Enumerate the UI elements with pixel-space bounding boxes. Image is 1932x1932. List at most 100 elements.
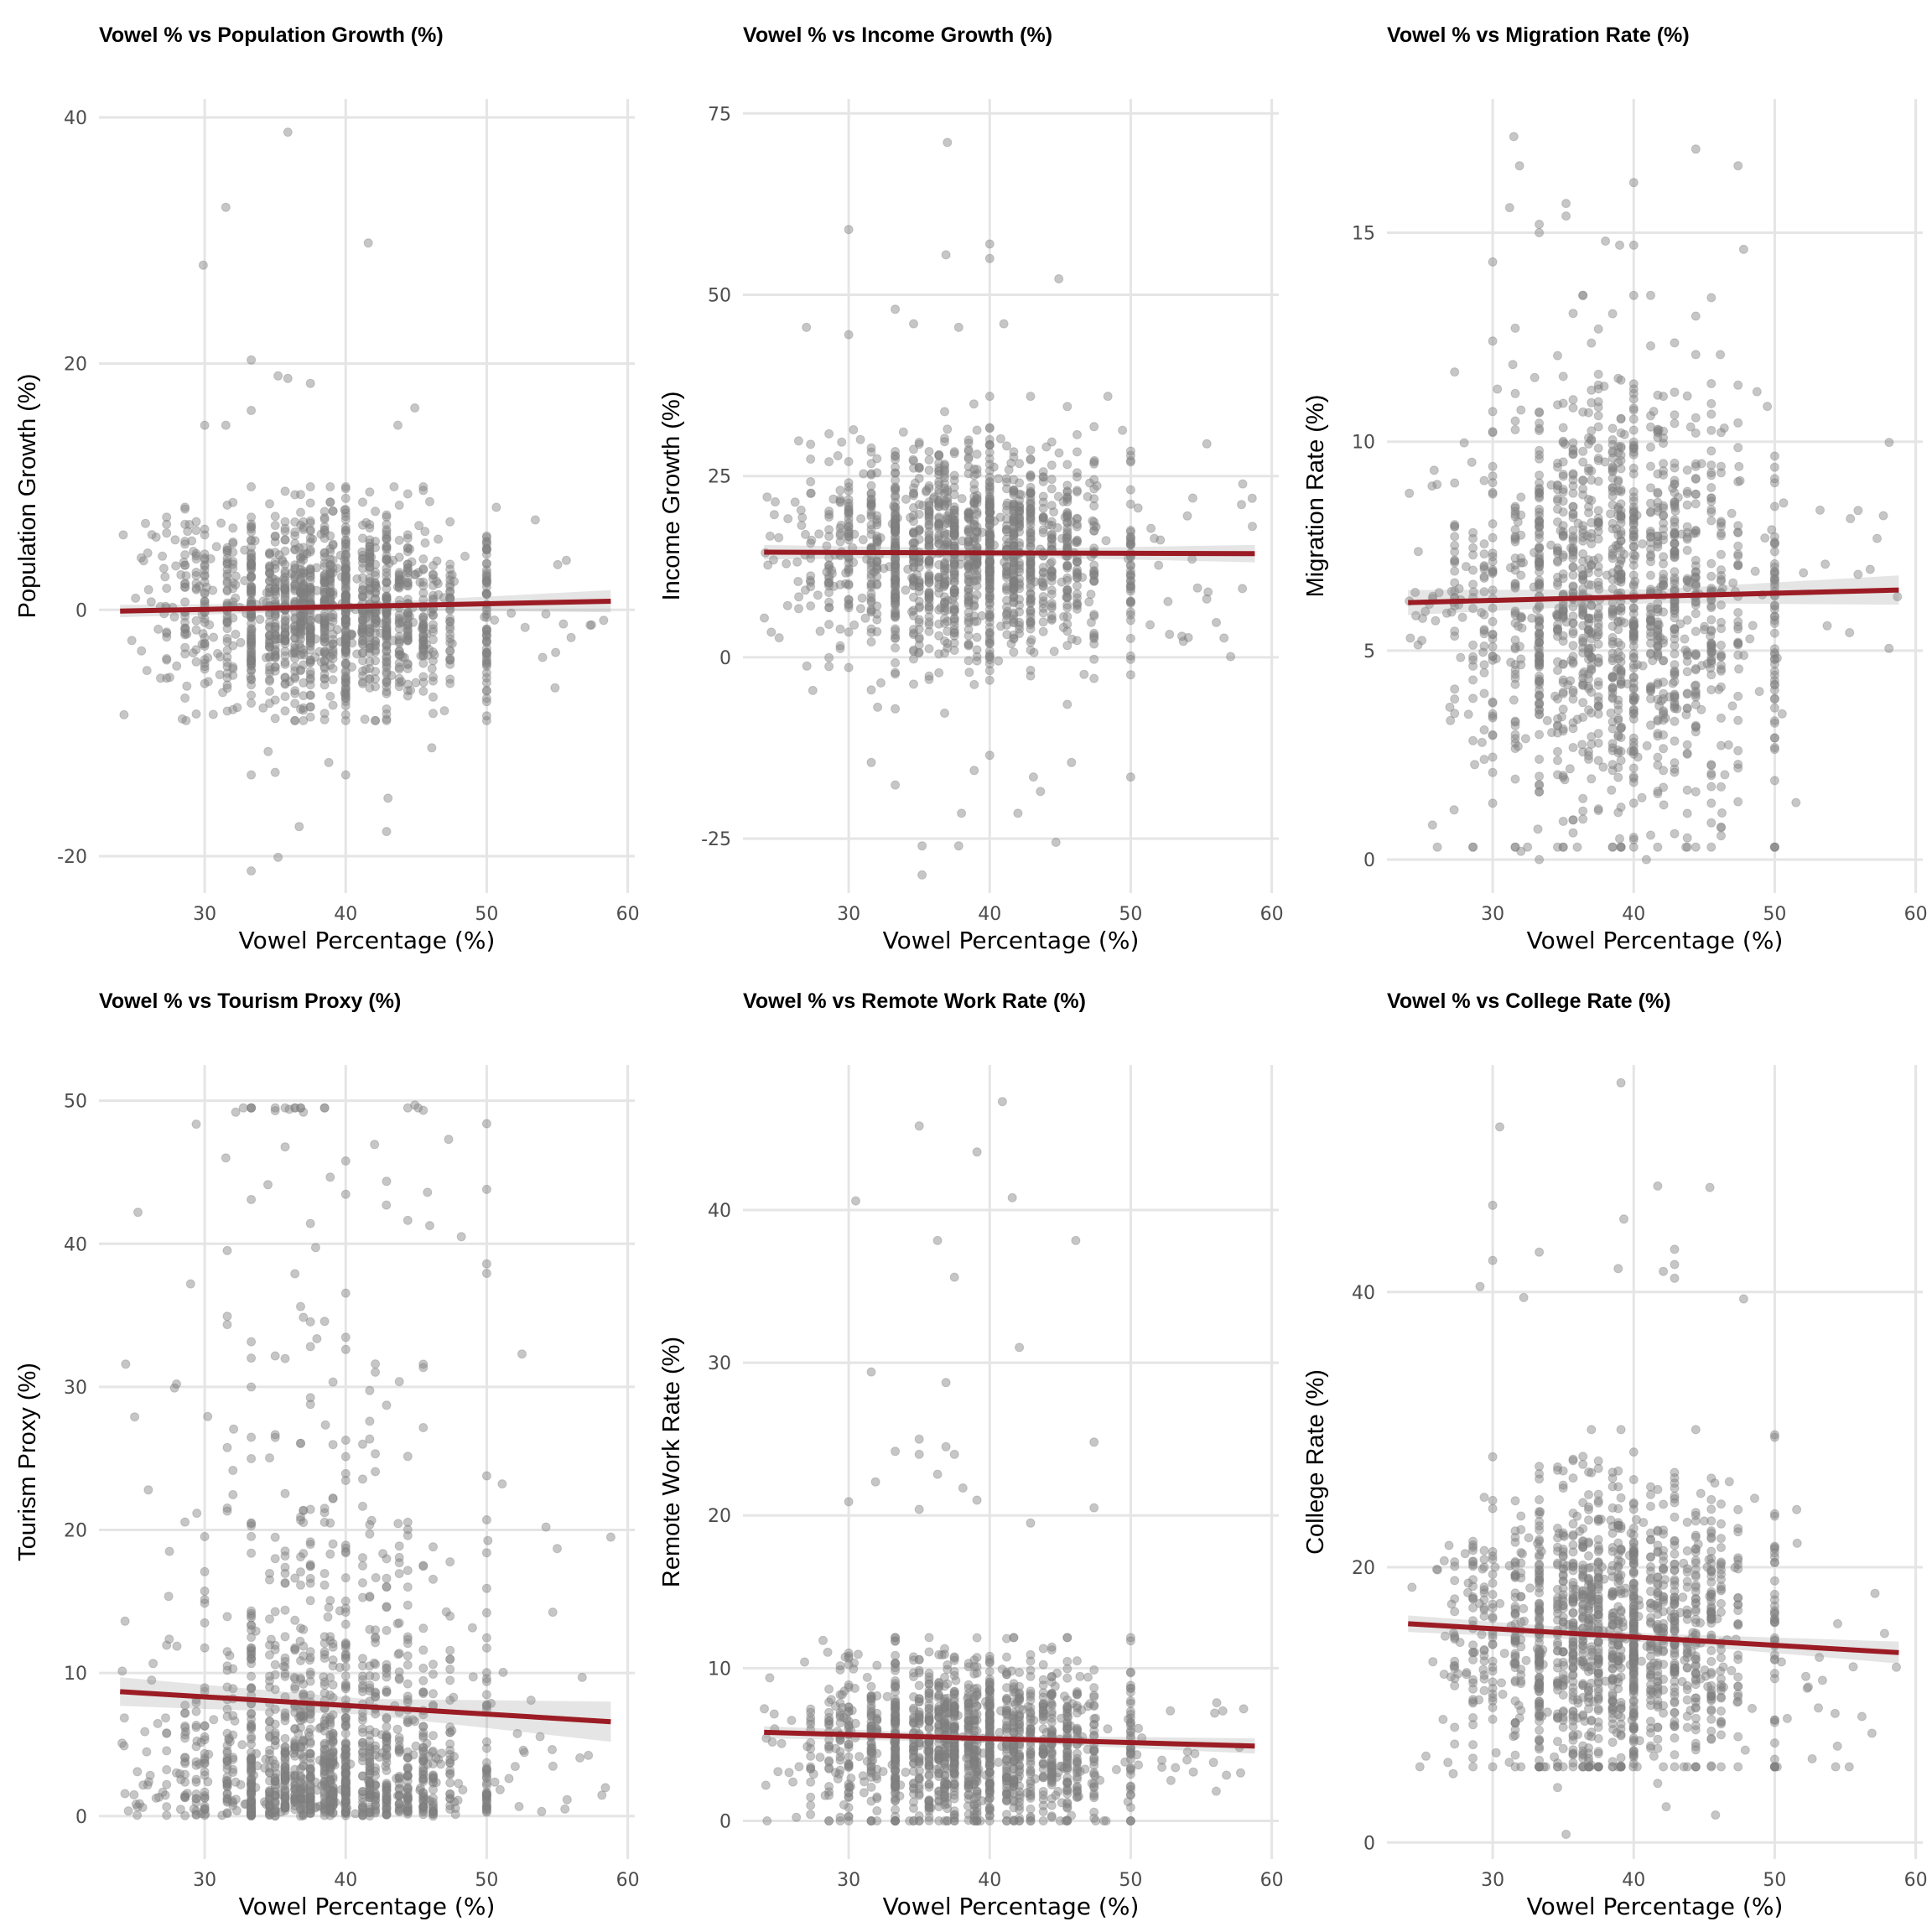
data-point bbox=[394, 662, 404, 673]
data-point bbox=[481, 1802, 491, 1812]
data-point bbox=[228, 559, 238, 569]
data-point bbox=[1614, 559, 1624, 569]
data-point bbox=[382, 555, 392, 565]
data-point bbox=[1702, 659, 1712, 668]
data-point bbox=[1613, 715, 1623, 725]
data-point bbox=[358, 1439, 367, 1449]
data-point bbox=[222, 636, 232, 647]
data-point bbox=[1062, 600, 1072, 610]
data-point bbox=[305, 575, 315, 585]
data-point bbox=[1578, 407, 1588, 417]
data-point bbox=[1062, 517, 1072, 527]
data-point bbox=[972, 522, 982, 532]
data-point bbox=[445, 655, 455, 665]
data-point bbox=[924, 517, 934, 526]
data-point bbox=[1535, 652, 1545, 662]
data-point bbox=[909, 503, 918, 512]
data-point bbox=[949, 569, 959, 579]
data-point bbox=[1659, 558, 1669, 569]
data-point bbox=[418, 564, 428, 574]
data-point bbox=[891, 626, 901, 636]
data-point bbox=[914, 509, 924, 519]
data-point bbox=[305, 1709, 315, 1718]
data-point bbox=[1558, 423, 1568, 433]
data-point bbox=[1558, 531, 1568, 541]
data-point bbox=[270, 662, 280, 672]
data-point bbox=[577, 1672, 587, 1682]
data-point bbox=[1628, 842, 1639, 852]
data-point bbox=[280, 634, 290, 644]
data-point bbox=[180, 628, 190, 638]
data-point bbox=[835, 486, 845, 496]
data-point bbox=[1026, 564, 1036, 574]
data-point bbox=[328, 539, 338, 549]
data-point bbox=[382, 534, 392, 543]
data-point bbox=[319, 619, 330, 629]
data-point bbox=[1089, 567, 1099, 576]
data-point bbox=[1670, 547, 1680, 557]
data-point bbox=[984, 557, 995, 567]
data-point bbox=[290, 560, 300, 570]
data-point bbox=[188, 648, 198, 658]
data-point bbox=[1646, 602, 1655, 612]
data-point bbox=[1682, 522, 1692, 532]
data-point bbox=[460, 551, 470, 561]
data-point bbox=[481, 572, 491, 582]
data-point bbox=[1038, 582, 1048, 591]
data-point bbox=[180, 649, 190, 659]
data-point bbox=[296, 594, 305, 604]
data-point bbox=[247, 1454, 257, 1463]
data-point bbox=[1535, 522, 1545, 532]
data-point bbox=[402, 1717, 413, 1727]
data-point bbox=[1062, 585, 1072, 595]
data-point bbox=[1628, 636, 1639, 646]
data-point bbox=[875, 532, 886, 543]
data-point bbox=[1046, 615, 1057, 625]
data-point bbox=[340, 684, 351, 694]
data-point bbox=[1089, 634, 1099, 644]
data-point bbox=[1468, 533, 1478, 543]
data-point bbox=[265, 1807, 274, 1816]
data-point bbox=[481, 715, 491, 725]
data-point bbox=[1670, 546, 1680, 556]
data-point bbox=[305, 615, 315, 626]
data-point bbox=[1535, 787, 1545, 797]
data-point bbox=[1510, 734, 1520, 744]
data-point bbox=[1733, 638, 1743, 648]
data-point bbox=[914, 463, 924, 472]
data-point bbox=[1584, 643, 1593, 653]
data-point bbox=[943, 538, 953, 548]
data-point bbox=[418, 1727, 428, 1737]
data-point bbox=[180, 693, 190, 703]
data-point bbox=[1659, 535, 1669, 545]
data-point bbox=[872, 615, 882, 625]
data-point bbox=[1769, 539, 1779, 549]
data-point bbox=[977, 527, 987, 538]
data-point bbox=[418, 554, 428, 564]
data-point bbox=[162, 519, 172, 529]
data-point bbox=[445, 579, 455, 589]
data-point bbox=[1587, 528, 1597, 538]
data-point bbox=[222, 668, 232, 678]
data-point bbox=[420, 538, 430, 548]
data-point bbox=[1653, 626, 1663, 636]
data-point bbox=[222, 557, 232, 567]
data-point bbox=[340, 609, 351, 618]
data-point bbox=[417, 624, 427, 634]
data-point bbox=[1568, 652, 1578, 662]
data-point bbox=[934, 480, 944, 490]
data-point bbox=[265, 561, 274, 571]
data-point bbox=[1799, 568, 1809, 578]
data-point bbox=[1516, 570, 1526, 580]
data-point bbox=[972, 495, 982, 505]
data-point bbox=[1690, 573, 1701, 583]
data-point bbox=[340, 544, 351, 554]
data-point bbox=[1653, 787, 1663, 797]
data-point bbox=[1062, 619, 1072, 629]
data-point bbox=[1659, 459, 1669, 469]
data-point bbox=[1072, 564, 1082, 574]
data-point bbox=[1009, 501, 1019, 512]
data-point bbox=[1607, 518, 1618, 528]
outlier-point bbox=[1488, 257, 1498, 267]
data-point bbox=[1125, 532, 1135, 543]
